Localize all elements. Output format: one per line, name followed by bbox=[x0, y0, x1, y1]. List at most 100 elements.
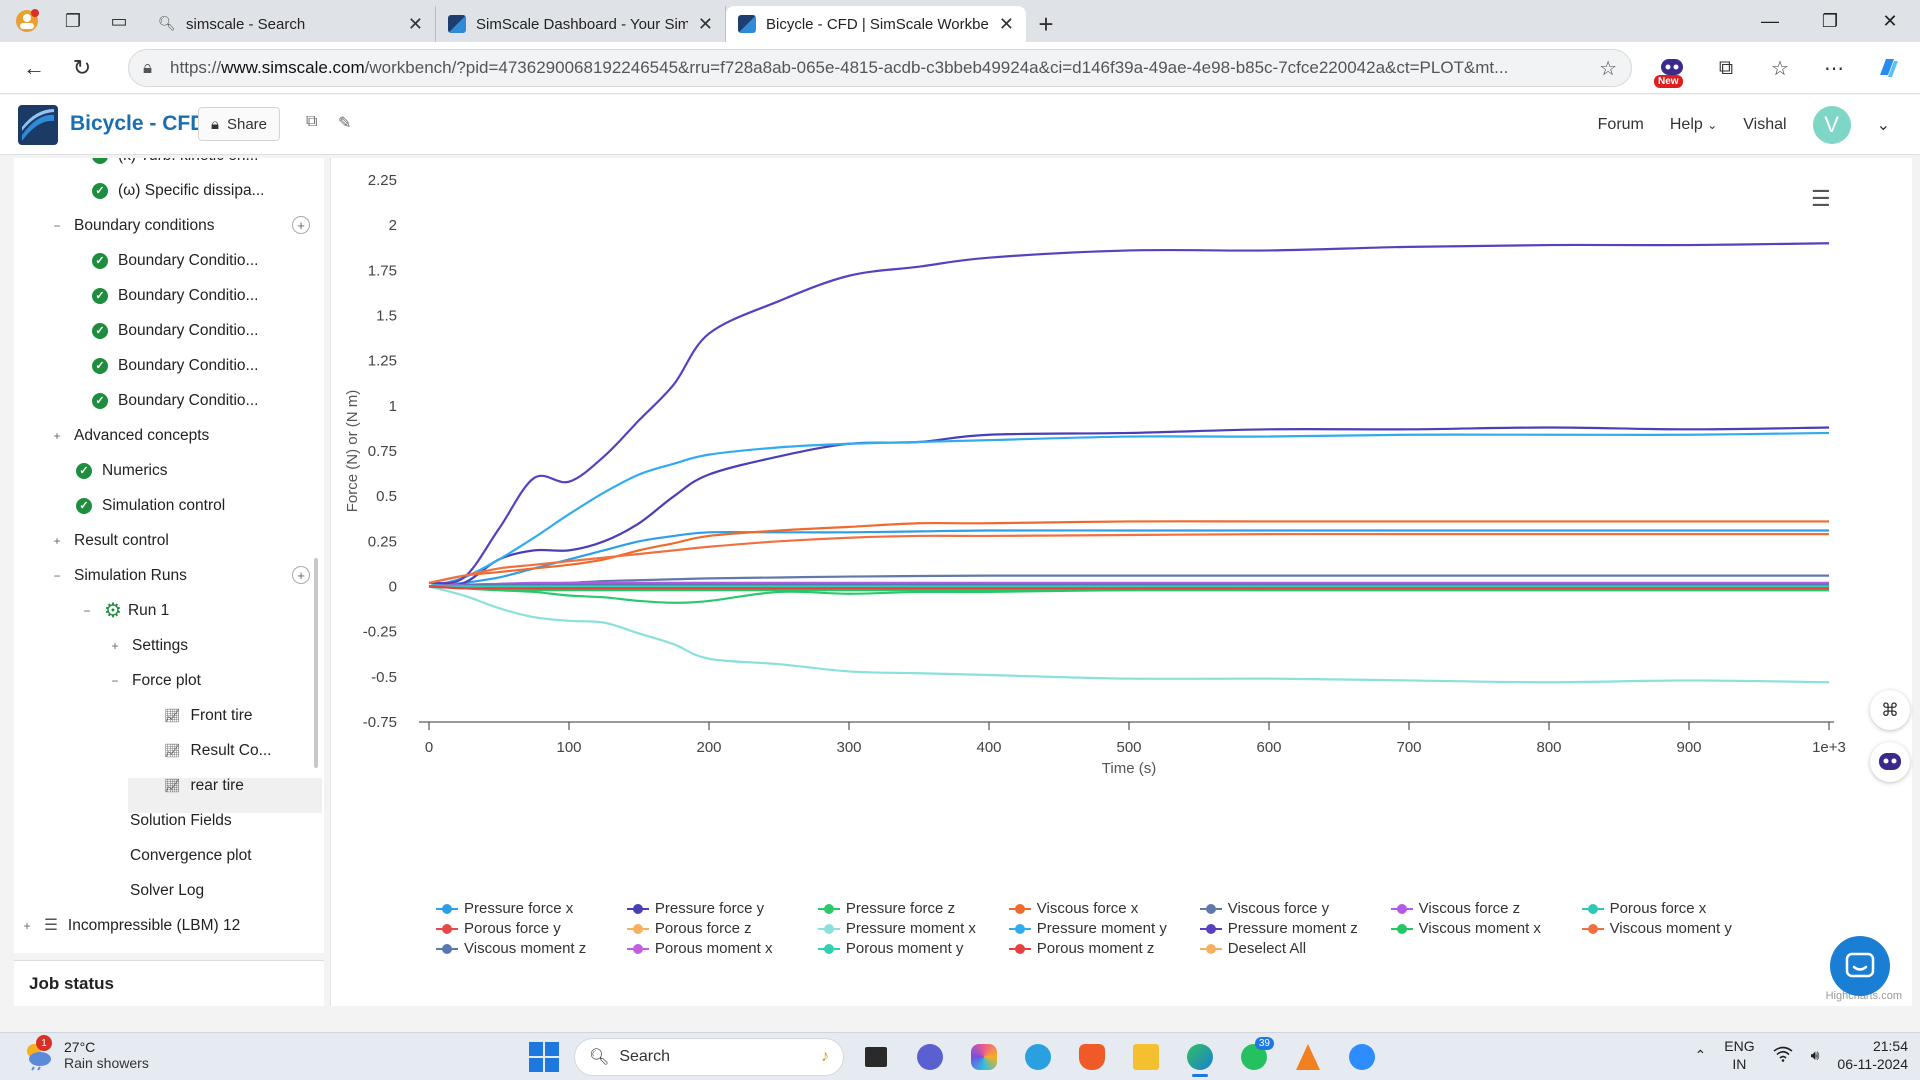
legend-item[interactable]: Pressure force x bbox=[436, 900, 573, 917]
legend-item[interactable]: Porous force y bbox=[436, 920, 561, 937]
legend-item[interactable]: Pressure moment x bbox=[817, 920, 976, 937]
legend-item[interactable]: Viscous force x bbox=[1008, 900, 1138, 917]
taskbar-search[interactable]: 🔍︎ Search ♪ bbox=[574, 1038, 844, 1076]
chevron-down-icon[interactable]: ⌄ bbox=[1876, 117, 1890, 134]
copilot-new-icon[interactable]: New bbox=[1652, 48, 1692, 88]
language-indicator[interactable]: ENG IN bbox=[1724, 1037, 1754, 1073]
chat-support-button[interactable] bbox=[1830, 936, 1890, 996]
apps-grid-icon[interactable]: ⌘ bbox=[1870, 690, 1910, 730]
tree-item[interactable]: + Settings bbox=[108, 628, 188, 663]
avatar[interactable]: V bbox=[1812, 106, 1851, 144]
chat-app-icon[interactable] bbox=[908, 1037, 952, 1077]
tree-item[interactable]: + ☰ Incompressible (LBM) 12 bbox=[20, 908, 240, 943]
legend-item[interactable]: Porous force z bbox=[626, 920, 752, 937]
expand-icon[interactable]: + bbox=[53, 428, 61, 443]
series-line-viscous-force-z[interactable] bbox=[428, 581, 1829, 588]
edit-pencil-icon[interactable]: ✎ bbox=[338, 115, 352, 132]
series-line-pressure-force-x[interactable] bbox=[428, 529, 1829, 588]
share-button[interactable]: 🔒︎ Share bbox=[198, 107, 281, 141]
whatsapp-icon[interactable]: 39 bbox=[1232, 1037, 1276, 1077]
expand-icon[interactable]: + bbox=[111, 638, 119, 653]
new-tab-button[interactable]: + bbox=[1038, 8, 1054, 39]
favorite-star-icon[interactable]: ☆ bbox=[1599, 57, 1617, 80]
task-view-icon[interactable] bbox=[854, 1037, 898, 1077]
series-line-pressure-moment-y[interactable] bbox=[428, 431, 1830, 588]
telegram-icon[interactable] bbox=[1016, 1037, 1060, 1077]
highcharts-credit[interactable]: Highcharts.com bbox=[1825, 990, 1902, 1002]
series-line-pressure-force-y[interactable] bbox=[428, 426, 1830, 588]
workspaces-icon[interactable]: ❐ bbox=[64, 10, 82, 31]
legend-item[interactable]: Pressure moment y bbox=[1008, 920, 1167, 937]
legend-item[interactable]: Deselect All bbox=[1199, 940, 1306, 957]
tree-item[interactable]: ✓ (ω) Specific dissipa... bbox=[92, 173, 264, 208]
tree-item[interactable]: Solver Log bbox=[130, 873, 204, 908]
assistant-icon[interactable] bbox=[1870, 742, 1910, 782]
chart-menu-icon[interactable]: ☰ bbox=[1811, 186, 1831, 211]
legend-item[interactable]: Pressure force y bbox=[626, 900, 764, 917]
series-line-viscous-moment-x[interactable] bbox=[428, 585, 1829, 592]
legend-item[interactable]: Viscous force y bbox=[1199, 900, 1329, 917]
tree-item[interactable]: 📈︎ Front tire bbox=[164, 698, 253, 733]
close-tab-icon[interactable]: ✕ bbox=[998, 13, 1014, 34]
add-item-icon[interactable]: + bbox=[292, 566, 310, 584]
copilot-icon[interactable] bbox=[1868, 48, 1908, 88]
expand-icon[interactable]: + bbox=[53, 533, 61, 548]
legend-item[interactable]: Viscous moment x bbox=[1390, 920, 1541, 937]
tab-workbench[interactable]: Bicycle - CFD | SimScale Workben ✕ bbox=[726, 6, 1026, 42]
tree-item[interactable]: − Simulation Runs bbox=[50, 558, 186, 593]
tree-item[interactable]: 📈︎ rear tire bbox=[164, 768, 244, 803]
simscale-logo[interactable] bbox=[18, 105, 58, 145]
tree-item[interactable]: ✓ Numerics bbox=[76, 453, 167, 488]
restore-icon[interactable]: ❐ bbox=[1821, 10, 1839, 31]
sidebar-scrollbar[interactable] bbox=[314, 558, 318, 768]
tree-item[interactable]: Convergence plot bbox=[130, 838, 252, 873]
legend-item[interactable]: Porous moment z bbox=[1008, 940, 1154, 957]
tree-item[interactable]: ✓ Boundary Conditio... bbox=[92, 313, 258, 348]
more-options-icon[interactable]: ⋯ bbox=[1824, 57, 1844, 80]
legend-item[interactable]: Porous force x bbox=[1581, 900, 1706, 917]
expand-icon[interactable]: + bbox=[23, 918, 31, 933]
close-window-icon[interactable]: ✕ bbox=[1882, 10, 1898, 31]
favorites-icon[interactable]: ☆ bbox=[1771, 57, 1789, 80]
vlc-icon[interactable] bbox=[1286, 1037, 1330, 1077]
url-field[interactable]: 🔒︎ https://www.simscale.com/workbench/?p… bbox=[128, 49, 1632, 87]
tree-item[interactable]: ✓ Boundary Conditio... bbox=[92, 278, 258, 313]
tree-item[interactable]: 📈︎ Result Co... bbox=[164, 733, 272, 768]
tree-item[interactable]: + Advanced concepts bbox=[50, 418, 209, 453]
tree-item[interactable]: ✓ Boundary Conditio... bbox=[92, 383, 258, 418]
windows-start-icon[interactable] bbox=[524, 1037, 564, 1077]
user-name[interactable]: Vishal bbox=[1743, 116, 1787, 133]
legend-item[interactable]: Pressure force z bbox=[817, 900, 955, 917]
series-line-porous-moment-z[interactable] bbox=[428, 585, 1829, 590]
minimize-icon[interactable]: — bbox=[1761, 10, 1779, 31]
chevron-up-icon[interactable]: ⌃ bbox=[1694, 1046, 1707, 1063]
volume-icon[interactable]: 🔊︎ bbox=[1810, 1046, 1820, 1063]
tree-item[interactable]: + Result control bbox=[50, 523, 168, 558]
reload-icon[interactable]: ↻ bbox=[72, 54, 92, 80]
wifi-icon[interactable] bbox=[1773, 1046, 1793, 1065]
copilot-app-icon[interactable] bbox=[962, 1037, 1006, 1077]
series-line-pressure-moment-x[interactable] bbox=[428, 585, 1830, 684]
profile-icon[interactable] bbox=[8, 5, 46, 37]
extensions-icon[interactable]: ⧉ bbox=[1718, 56, 1734, 79]
series-line-viscous-moment-z[interactable] bbox=[428, 583, 1829, 588]
add-item-icon[interactable]: + bbox=[292, 216, 310, 234]
file-explorer-icon[interactable] bbox=[1124, 1037, 1168, 1077]
tree-item[interactable]: ✓ Boundary Conditio... bbox=[92, 348, 258, 383]
series-line-viscous-moment-y[interactable] bbox=[428, 532, 1829, 584]
help-menu[interactable]: Help ⌄ bbox=[1669, 116, 1718, 133]
copy-icon[interactable]: ⧉ bbox=[306, 113, 318, 130]
tree-item[interactable]: − ⚙ Run 1 bbox=[80, 593, 169, 628]
forum-link[interactable]: Forum bbox=[1597, 116, 1644, 133]
brave-icon[interactable] bbox=[1070, 1037, 1114, 1077]
job-status-panel[interactable]: Job status bbox=[14, 960, 324, 1006]
tree-item[interactable]: Solution Fields bbox=[130, 803, 232, 838]
close-tab-icon[interactable]: ✕ bbox=[697, 13, 713, 34]
zoom-icon[interactable] bbox=[1340, 1037, 1384, 1077]
weather-widget[interactable]: 1 27°C Rain showers bbox=[22, 1035, 149, 1071]
legend-item[interactable]: Porous moment y bbox=[817, 940, 963, 957]
series-line-pressure-moment-z[interactable] bbox=[428, 242, 1830, 585]
collapse-icon[interactable]: − bbox=[53, 218, 61, 233]
tab-actions-icon[interactable]: ▭ bbox=[110, 10, 128, 31]
legend-item[interactable]: Porous moment x bbox=[626, 940, 772, 957]
